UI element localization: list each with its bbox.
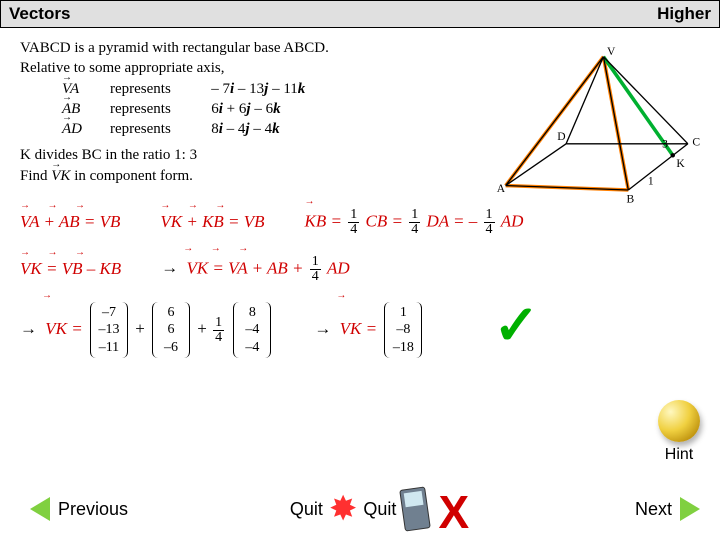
quit-button-2[interactable]: Quit xyxy=(363,499,396,520)
eq-r2b: → → → → VK = VA + AB + 14 AD xyxy=(161,245,349,284)
star-icon: ✸ xyxy=(329,492,358,526)
next-button[interactable]: Next xyxy=(635,499,672,520)
next-icon[interactable] xyxy=(680,497,700,521)
svg-text:V: V xyxy=(607,46,616,58)
svg-text:A: A xyxy=(497,183,506,195)
pyramid-diagram: V A B C D K 1 3 xyxy=(494,46,704,206)
quit-button-1[interactable]: Quit xyxy=(290,499,323,520)
svg-text:D: D xyxy=(557,131,565,143)
svg-text:C: C xyxy=(692,137,700,149)
eq-r3a: → → VK = –7–13–11 + 66–6 + 14 8–4–4 xyxy=(20,292,274,359)
prev-button[interactable]: Previous xyxy=(58,499,128,520)
page-header: Vectors Higher xyxy=(0,0,720,28)
svg-text:B: B xyxy=(627,193,635,205)
phone-icon xyxy=(400,486,432,531)
hint-control[interactable]: Hint xyxy=(658,400,700,464)
eq-r2a: → → →VK = VB – KB xyxy=(20,249,121,279)
header-left: Vectors xyxy=(9,4,70,24)
x-icon: X xyxy=(438,494,469,531)
eq-r1c: →KB = 14 CB = 14 DA = – 14 AD xyxy=(305,198,524,237)
check-icon: ✓ xyxy=(493,293,539,357)
hint-icon xyxy=(658,400,700,442)
svg-text:K: K xyxy=(676,158,685,170)
eq-r3b: → → VK = 1–8–18 xyxy=(314,292,425,359)
svg-text:1: 1 xyxy=(648,176,654,188)
header-right: Higher xyxy=(657,4,711,24)
equations: → → →VA + AB = VB → → →VK + KB = VB →KB … xyxy=(0,198,720,359)
hint-label: Hint xyxy=(665,446,693,463)
eq-r1a: → → →VA + AB = VB xyxy=(20,202,120,232)
eq-r1b: → → →VK + KB = VB xyxy=(160,202,264,232)
svg-text:3: 3 xyxy=(662,138,668,150)
nav-bar: Previous Quit ✸ Quit X Next xyxy=(0,488,720,530)
prev-icon[interactable] xyxy=(30,497,50,521)
